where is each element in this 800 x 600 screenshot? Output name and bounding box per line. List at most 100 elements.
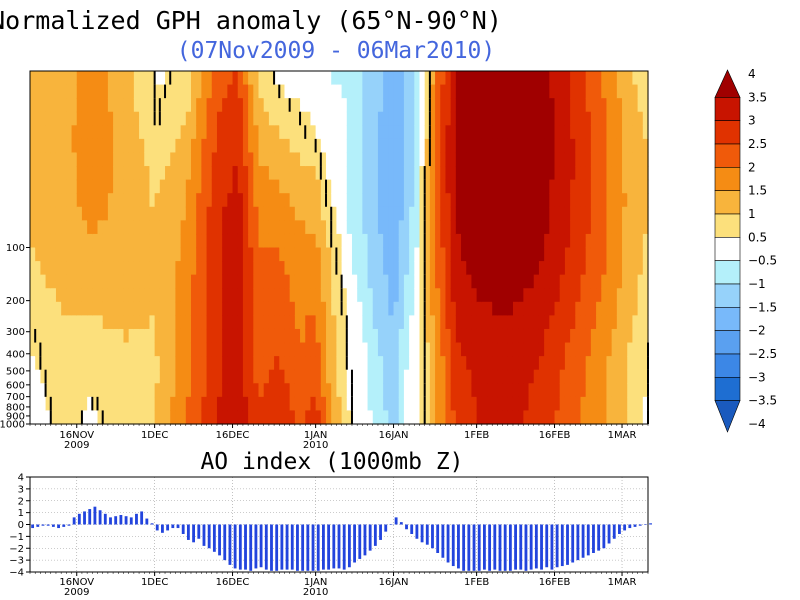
heatmap-cell — [128, 125, 135, 140]
heatmap-cell — [144, 152, 151, 167]
heatmap-cell — [351, 396, 358, 412]
heatmap-cell — [92, 179, 99, 194]
heatmap-cell — [533, 369, 540, 384]
heatmap-cell — [118, 288, 125, 303]
heatmap-cell — [326, 233, 332, 249]
heatmap-cell — [133, 98, 140, 113]
heatmap-cell — [139, 84, 145, 99]
y-tick-label: 300 — [6, 327, 25, 338]
heatmap-cell — [227, 71, 234, 86]
heatmap-cell — [216, 383, 223, 398]
heatmap-cell — [487, 288, 493, 303]
heatmap-cell — [227, 369, 234, 384]
heatmap-cell — [487, 84, 493, 99]
heatmap-cell — [351, 342, 358, 357]
heatmap-cell — [102, 166, 109, 181]
heatmap-cell — [424, 342, 431, 357]
heatmap-cell — [372, 247, 379, 262]
heatmap-cell — [585, 125, 592, 140]
heatmap-cell — [528, 179, 535, 194]
heatmap-cell — [564, 166, 571, 181]
heatmap-cell — [461, 233, 467, 249]
heatmap-cell — [248, 383, 254, 398]
ao-bar — [483, 524, 486, 570]
ao-bar — [41, 524, 45, 526]
heatmap-cell — [336, 179, 343, 194]
heatmap-cell — [102, 152, 109, 167]
heatmap-cell — [242, 206, 249, 221]
heatmap-cell — [377, 233, 384, 249]
heatmap-cell — [403, 396, 410, 412]
heatmap-cell — [222, 396, 228, 412]
heatmap-cell — [242, 71, 249, 86]
heatmap-cell — [180, 383, 187, 398]
heatmap-cell — [300, 125, 306, 140]
heatmap-cell — [206, 98, 213, 113]
heatmap-cell — [123, 383, 130, 398]
heatmap-cell — [237, 206, 244, 221]
heatmap-cell — [310, 301, 317, 316]
heatmap-cell — [81, 84, 88, 99]
heatmap-cell — [139, 206, 145, 221]
heatmap-cell — [487, 328, 493, 344]
heatmap-cell — [133, 206, 140, 221]
heatmap-cell — [622, 111, 628, 126]
ao-bar — [638, 524, 642, 526]
heatmap-cell — [590, 206, 597, 221]
heatmap-cell — [538, 301, 545, 316]
heatmap-cell — [383, 342, 389, 357]
heatmap-cell — [512, 328, 519, 344]
heatmap-cell — [320, 328, 327, 344]
heatmap-cell — [123, 71, 130, 86]
heatmap-cell — [165, 396, 171, 412]
heatmap-cell — [50, 138, 57, 154]
heatmap-cell — [429, 342, 436, 357]
heatmap-cell — [559, 328, 566, 344]
heatmap-cell — [190, 301, 197, 316]
heatmap-cell — [341, 166, 348, 181]
heatmap-cell — [487, 71, 493, 86]
heatmap-cell — [570, 233, 576, 249]
heatmap-cell — [554, 383, 561, 398]
heatmap-cell — [81, 233, 88, 249]
heatmap-cell — [139, 261, 145, 276]
heatmap-cell — [351, 125, 358, 140]
heatmap-cell — [357, 206, 363, 221]
heatmap-cell — [461, 247, 467, 262]
heatmap-cell — [564, 125, 571, 140]
heatmap-cell — [55, 166, 62, 181]
heatmap-cell — [258, 138, 265, 154]
heatmap-cell — [403, 328, 410, 344]
heatmap-cell — [424, 193, 431, 208]
heatmap-cell — [268, 410, 275, 425]
heatmap-cell — [538, 125, 545, 140]
heatmap-cell — [414, 98, 421, 113]
ao-bar — [529, 524, 533, 570]
heatmap-cell — [440, 356, 447, 371]
heatmap-cell — [268, 111, 275, 126]
heatmap-cell — [429, 111, 436, 126]
heatmap-cell — [476, 247, 483, 262]
heatmap-cell — [564, 396, 571, 412]
x-tick-label: 16FEB — [539, 430, 571, 441]
heatmap-cell — [170, 84, 177, 99]
heatmap-cell — [398, 315, 405, 330]
heatmap-cell — [268, 125, 275, 140]
heatmap-cell — [393, 71, 400, 86]
heatmap-cell — [180, 247, 187, 262]
heatmap-cell — [575, 261, 582, 276]
heatmap-cell — [268, 138, 275, 154]
heatmap-cell — [227, 288, 234, 303]
heatmap-cell — [341, 152, 348, 167]
heatmap-cell — [331, 179, 337, 194]
heatmap-cell — [528, 328, 535, 344]
heatmap-cell — [533, 274, 540, 289]
heatmap-cell — [154, 274, 161, 289]
heatmap-cell — [40, 111, 47, 126]
heatmap-cell — [398, 356, 405, 371]
heatmap-cell — [279, 125, 286, 140]
heatmap-cell — [175, 138, 182, 154]
heatmap-cell — [596, 125, 602, 140]
heatmap-cell — [575, 233, 582, 249]
heatmap-cell — [388, 356, 395, 371]
